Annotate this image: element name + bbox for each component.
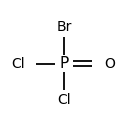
- Text: O: O: [105, 57, 115, 70]
- Text: Cl: Cl: [57, 93, 71, 107]
- Text: P: P: [59, 56, 69, 71]
- Text: Cl: Cl: [11, 57, 25, 70]
- Text: Br: Br: [56, 20, 72, 34]
